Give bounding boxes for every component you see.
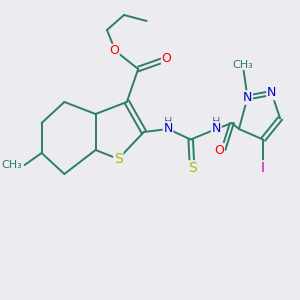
Text: O: O <box>214 143 224 157</box>
Text: CH₃: CH₃ <box>1 160 22 170</box>
Text: S: S <box>188 161 197 175</box>
Text: I: I <box>261 161 265 175</box>
Text: S: S <box>114 152 123 166</box>
Text: N: N <box>163 122 173 136</box>
Text: N: N <box>243 91 252 104</box>
Text: CH₃: CH₃ <box>233 59 254 70</box>
Text: O: O <box>109 44 119 58</box>
Text: O: O <box>162 52 172 65</box>
Text: H: H <box>164 117 172 128</box>
Text: H: H <box>212 117 220 128</box>
Text: N: N <box>212 122 221 136</box>
Text: N: N <box>267 86 276 100</box>
